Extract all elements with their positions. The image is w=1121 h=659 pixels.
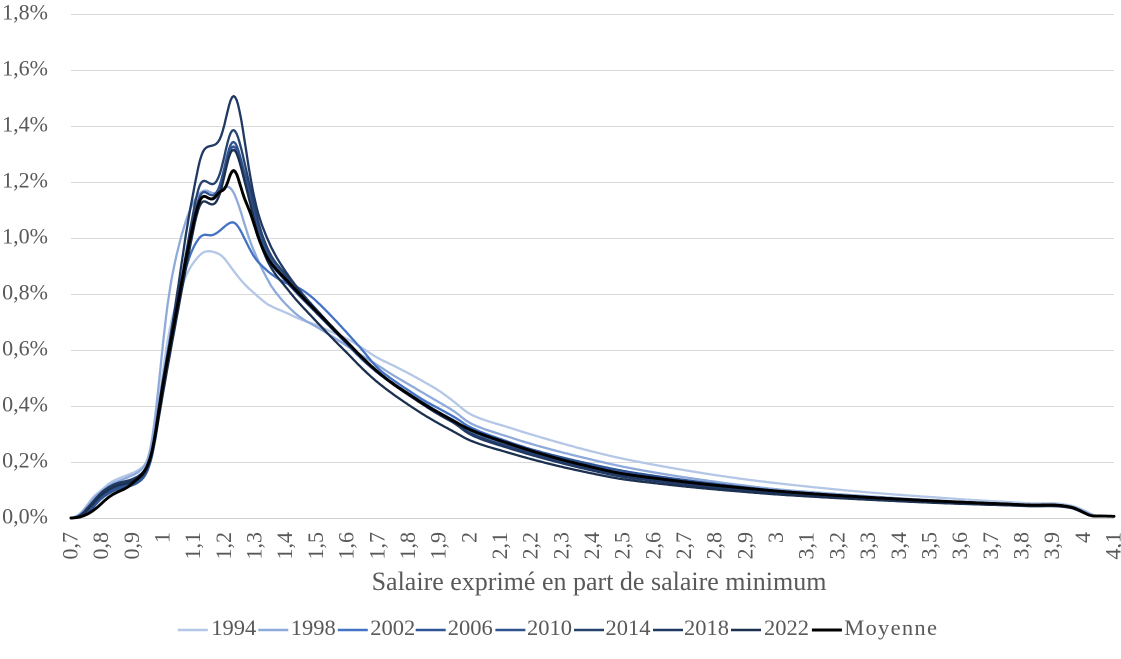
svg-text:1,2%: 1,2% [2,168,48,193]
svg-text:Moyenne: Moyenne [844,615,938,640]
svg-text:0,0%: 0,0% [2,504,48,529]
svg-text:1,6: 1,6 [334,532,359,560]
svg-text:3: 3 [763,532,788,543]
svg-text:2,7: 2,7 [671,532,696,560]
svg-text:2,8: 2,8 [702,532,727,560]
svg-text:2,9: 2,9 [732,532,757,560]
svg-text:Salaire exprimé en part de sal: Salaire exprimé en part de salaire minim… [372,567,827,596]
svg-text:0,9: 0,9 [119,532,144,560]
svg-text:3,6: 3,6 [947,532,972,560]
svg-text:1,1: 1,1 [180,532,205,560]
svg-text:1,8%: 1,8% [2,0,48,25]
svg-text:0,6%: 0,6% [2,336,48,361]
svg-text:2006: 2006 [448,615,493,640]
svg-text:2,4: 2,4 [579,532,604,560]
svg-text:2,3: 2,3 [548,532,573,560]
svg-text:0,8: 0,8 [88,532,113,560]
svg-text:2,5: 2,5 [610,532,635,560]
svg-text:2022: 2022 [764,615,809,640]
svg-text:1,7: 1,7 [364,532,389,560]
svg-text:1,9: 1,9 [426,532,451,560]
svg-text:3,2: 3,2 [824,532,849,560]
svg-text:3,1: 3,1 [794,532,819,560]
svg-text:1: 1 [150,532,175,543]
svg-text:2014: 2014 [606,615,651,640]
svg-text:2,2: 2,2 [518,532,543,560]
svg-text:1,4%: 1,4% [2,112,48,137]
svg-text:0,7: 0,7 [58,532,83,560]
svg-text:2,1: 2,1 [487,532,512,560]
svg-text:3,5: 3,5 [916,532,941,560]
svg-text:4,1: 4,1 [1101,532,1121,560]
svg-text:1994: 1994 [211,615,256,640]
svg-text:1,4: 1,4 [272,532,297,560]
svg-text:3,9: 3,9 [1039,532,1064,560]
svg-text:1998: 1998 [291,615,336,640]
svg-text:3,4: 3,4 [886,532,911,560]
svg-text:0,4%: 0,4% [2,392,48,417]
svg-text:3,8: 3,8 [1009,532,1034,560]
svg-text:0,2%: 0,2% [2,448,48,473]
svg-text:1,3: 1,3 [242,532,267,560]
svg-text:2002: 2002 [370,615,415,640]
svg-text:2: 2 [456,532,481,543]
svg-text:1,2: 1,2 [211,532,236,560]
svg-text:1,5: 1,5 [303,532,328,560]
svg-text:2018: 2018 [684,615,729,640]
svg-text:1,6%: 1,6% [2,56,48,81]
svg-text:2,6: 2,6 [640,532,665,560]
svg-text:1,0%: 1,0% [2,224,48,249]
svg-text:4: 4 [1070,532,1095,543]
svg-text:2010: 2010 [527,615,572,640]
svg-text:3,7: 3,7 [978,532,1003,560]
svg-text:0,8%: 0,8% [2,280,48,305]
svg-text:1,8: 1,8 [395,532,420,560]
svg-text:3,3: 3,3 [855,532,880,560]
